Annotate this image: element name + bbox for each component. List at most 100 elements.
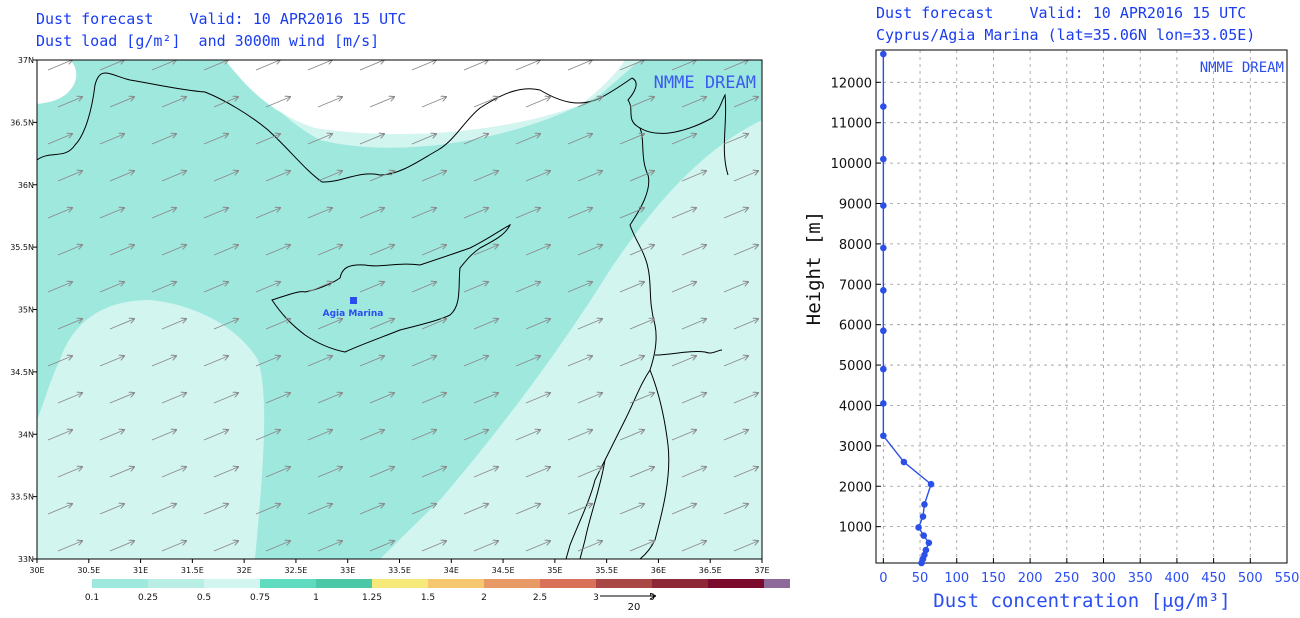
lon-tick-label: 36E (651, 566, 666, 575)
wind-arrow (421, 393, 446, 404)
wind-arrow (359, 356, 384, 367)
wind-arrow (255, 356, 280, 367)
wind-arrow (619, 208, 644, 219)
wind-arrow (671, 134, 696, 145)
coastlines (37, 72, 729, 559)
map-watermark: NMME DREAM (654, 73, 756, 93)
wind-arrow (359, 282, 384, 293)
legend-swatch (764, 579, 790, 588)
profile-y-tick-label: 4000 (839, 399, 872, 414)
profile-data-point (915, 524, 922, 531)
wind-arrow (151, 282, 176, 293)
legend-swatch (652, 579, 708, 588)
dust-field-clean-area (225, 60, 625, 135)
profile-data-point (925, 539, 933, 547)
wind-arrow (567, 282, 592, 293)
wind-arrow (681, 319, 706, 330)
turkey-coastline (37, 72, 633, 183)
wind-arrow (255, 60, 280, 71)
wind-arrow (255, 134, 280, 145)
wind-arrow (203, 504, 228, 515)
profile-y-tick-label: 3000 (839, 440, 872, 455)
profile-x-tick-label: 550 (1275, 571, 1300, 586)
lat-tick-label: 36.5N (10, 118, 34, 127)
wind-arrow (629, 245, 654, 256)
wind-arrow (359, 208, 384, 219)
legend-swatch (484, 579, 540, 588)
wind-arrow (577, 97, 602, 108)
dust-field-band-low (37, 60, 762, 559)
wind-arrow (109, 541, 134, 552)
profile-y-tick-label: 11000 (831, 117, 872, 132)
wind-arrow (681, 541, 706, 552)
wind-arrow (213, 245, 238, 256)
wind-arrow (463, 504, 488, 515)
lat-tick-label: 34N (18, 430, 34, 439)
wind-arrow (213, 541, 238, 552)
wind-arrow (151, 356, 176, 367)
wind-arrow (723, 208, 748, 219)
wind-arrow (629, 467, 654, 478)
wind-arrow (307, 282, 332, 293)
profile-data-point (927, 480, 935, 488)
wind-vectors (47, 60, 758, 552)
legend-swatch (316, 579, 372, 588)
legend-swatch (372, 579, 428, 588)
profile-data-point (900, 458, 908, 466)
wind-arrow (681, 467, 706, 478)
wind-arrow (421, 171, 446, 182)
wind-arrow (733, 97, 758, 108)
wind-arrow (255, 208, 280, 219)
lat-tick-label: 33N (18, 555, 34, 564)
wind-arrow (515, 504, 540, 515)
wind-arrow (151, 208, 176, 219)
profile-x-tick-label: 450 (1201, 571, 1226, 586)
dust-load-legend: 0.1 0.25 0.5 0.75 1 1.25 1.5 2 2.5 3 5 20 (85, 579, 790, 613)
wind-arrow (109, 171, 134, 182)
wind-arrow (619, 60, 644, 71)
wind-arrow (463, 208, 488, 219)
profile-x-tick-label: 250 (1054, 571, 1079, 586)
wind-arrow (255, 430, 280, 441)
lon-tick-label: 33E (340, 566, 355, 575)
wind-arrow (515, 60, 540, 71)
profile-data-point (880, 432, 887, 440)
wind-arrow (733, 171, 758, 182)
wind-arrow (411, 134, 436, 145)
wind-arrow (671, 208, 696, 219)
profile-data-point (880, 327, 887, 335)
wind-arrow (109, 319, 134, 330)
wind-arrow (577, 319, 602, 330)
profile-data-point (880, 50, 887, 58)
lon-tick-label: 35.5E (595, 566, 618, 575)
wind-arrow (203, 60, 228, 71)
profile-x-tick-label: 0 (879, 571, 887, 586)
wind-arrow (369, 393, 394, 404)
wind-arrow (307, 134, 332, 145)
wind-arrow (47, 504, 72, 515)
lon-tick-label: 34E (444, 566, 459, 575)
profile-data-point (880, 400, 887, 407)
lon-tick-label: 33.5E (388, 566, 411, 575)
wind-arrow (421, 467, 446, 478)
wind-arrow (317, 245, 342, 256)
wind-arrow (307, 430, 332, 441)
wind-arrow (265, 97, 290, 108)
dust-load-map: Agia Marina NMME DREAM 37N36.5N36N35.5N3… (10, 56, 790, 613)
wind-arrow (161, 319, 186, 330)
wind-arrow (629, 393, 654, 404)
wind-arrow (723, 60, 748, 71)
wind-arrow (525, 319, 550, 330)
legend-label: 1 (313, 593, 319, 603)
wind-arrow (525, 541, 550, 552)
lat-tick-label: 34.5N (10, 368, 34, 377)
profile-frame (875, 49, 1288, 564)
wind-arrow (567, 430, 592, 441)
profile-data-point (880, 155, 887, 163)
wind-arrow (567, 60, 592, 71)
profile-series (880, 50, 935, 567)
wind-arrow (629, 171, 654, 182)
legend-label: 3 (593, 593, 599, 603)
wind-arrow (109, 97, 134, 108)
wind-arrow (151, 60, 176, 71)
